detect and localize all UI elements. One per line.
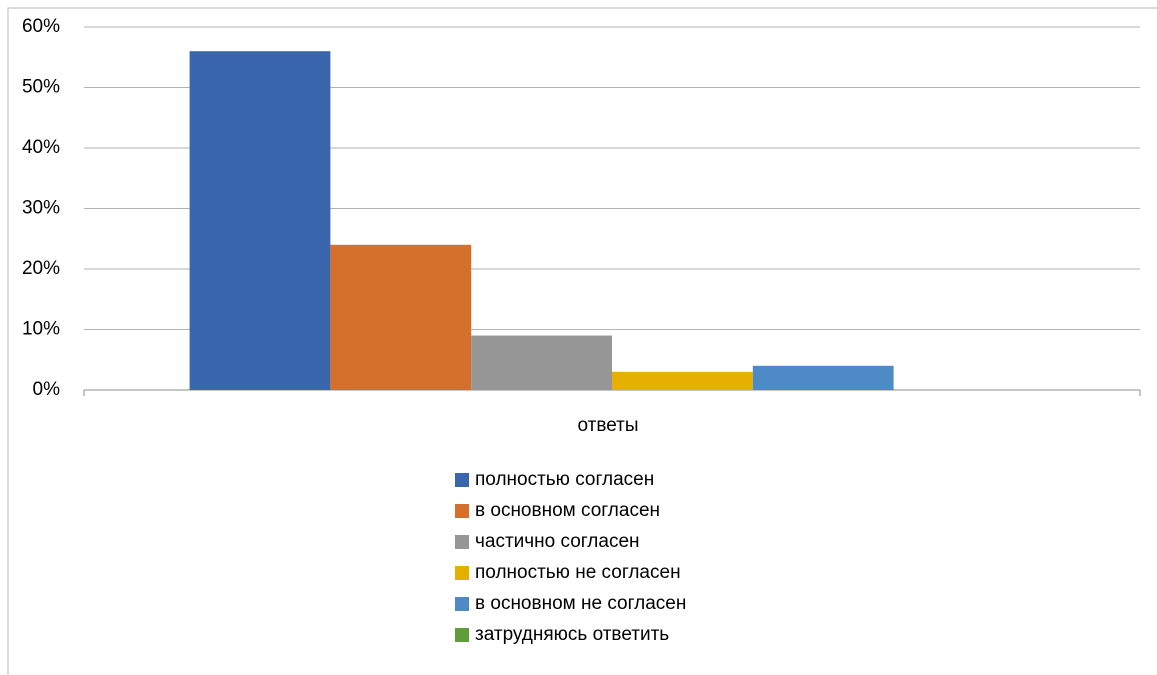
bar: [612, 371, 753, 390]
legend-swatch: [455, 628, 469, 642]
legend-label: полностью согласен: [475, 469, 654, 490]
bar: [330, 244, 472, 390]
y-tick-label: 60%: [22, 16, 60, 37]
y-tick-label: 30%: [22, 198, 60, 219]
y-tick-label: 0%: [33, 379, 61, 400]
legend-label: полностью не согласен: [475, 562, 681, 583]
bar: [189, 51, 331, 390]
y-tick-label: 20%: [22, 258, 60, 279]
y-tick-label: 50%: [22, 77, 60, 98]
legend-swatch: [455, 473, 469, 487]
bar: [471, 335, 612, 390]
y-tick-label: 40%: [22, 137, 60, 158]
legend-label: затрудняюсь ответить: [475, 624, 669, 645]
chart-frame: [7, 7, 1157, 675]
legend-swatch: [455, 504, 469, 518]
legend-swatch: [455, 535, 469, 549]
legend-label: в основном не согласен: [475, 593, 686, 614]
legend-swatch: [455, 597, 469, 611]
y-tick-label: 10%: [22, 319, 60, 340]
legend-label: частично согласен: [475, 531, 640, 552]
x-tick-label: ответы: [577, 415, 638, 436]
legend-swatch: [455, 566, 469, 580]
legend-label: в основном согласен: [475, 500, 660, 521]
bar: [752, 365, 894, 390]
